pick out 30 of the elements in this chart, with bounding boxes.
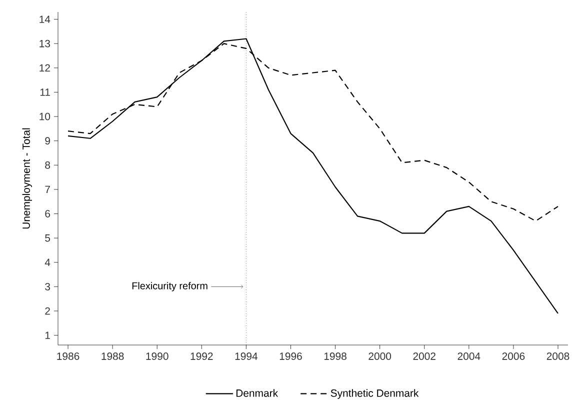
- x-tick-label: 1988: [102, 352, 124, 360]
- y-tick-label: 8: [45, 161, 50, 169]
- y-tick-label: 9: [45, 137, 50, 145]
- y-tick-label: 4: [44, 258, 50, 266]
- y-tick-label: 11: [40, 88, 50, 96]
- y-tick-label: 3: [45, 282, 50, 290]
- x-tick-label: 2004: [458, 352, 480, 360]
- y-tick-label: 5: [45, 234, 50, 242]
- y-tick-label: 6: [45, 210, 50, 218]
- annotation: Flexicurity reform: [132, 282, 208, 292]
- x-tick-label: 2006: [502, 352, 525, 360]
- y-tick-label: 12: [40, 64, 50, 72]
- x-tick-label: 2008: [546, 352, 570, 360]
- x-tick-label: 1994: [235, 352, 258, 360]
- y-tick-label: 2: [45, 307, 50, 315]
- x-tick-label: 2002: [413, 352, 436, 360]
- legend-label: Denmark: [236, 389, 278, 397]
- x-tick-label: 1996: [280, 352, 302, 360]
- x-tick-label: 2000: [368, 352, 392, 360]
- legend-label: Synthetic Denmark: [330, 389, 419, 399]
- y-axis-title: Unemployment - Total: [22, 128, 32, 229]
- x-tick-label: 1998: [324, 352, 346, 360]
- y-tick-label: 1: [45, 332, 50, 339]
- y-tick-label: 14: [40, 16, 50, 23]
- x-tick-label: 1990: [146, 352, 168, 360]
- y-tick-label: 7: [45, 186, 50, 194]
- x-tick-label: 1986: [57, 352, 80, 360]
- x-tick-label: 1992: [190, 352, 213, 360]
- y-tick-label: 10: [40, 112, 50, 120]
- y-tick-label: 13: [40, 40, 50, 48]
